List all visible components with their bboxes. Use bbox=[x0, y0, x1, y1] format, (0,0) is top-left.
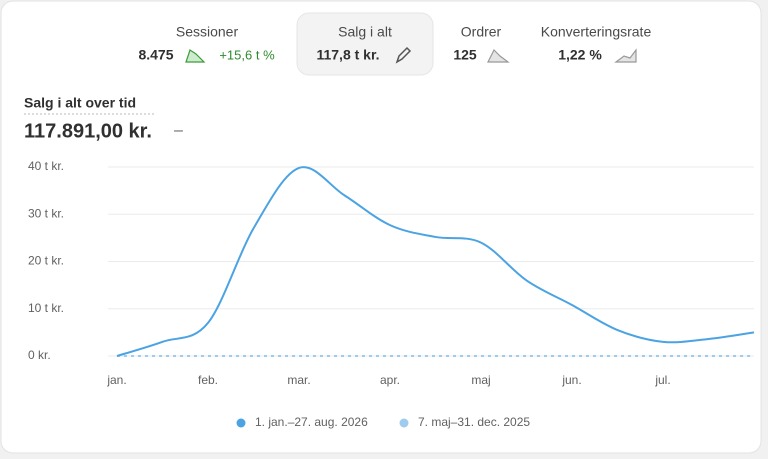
y-tick-label: 30 t kr. bbox=[28, 206, 64, 220]
legend-label[interactable]: 1. jan.–27. aug. 2026 bbox=[255, 415, 368, 429]
metric-value: 8.475 bbox=[138, 47, 173, 63]
x-tick-label: maj bbox=[471, 373, 490, 387]
metric-value: 1,22 % bbox=[558, 47, 602, 63]
legend-dot bbox=[236, 418, 246, 428]
y-tick-label: 20 t kr. bbox=[28, 254, 64, 268]
metric-change: +15,6 t % bbox=[219, 47, 275, 62]
sparkline bbox=[185, 49, 206, 63]
legend-label[interactable]: 7. maj–31. dec. 2025 bbox=[418, 415, 530, 429]
chart-title[interactable]: Salg i alt over tid bbox=[24, 95, 136, 111]
x-tick-label: jun. bbox=[561, 373, 581, 387]
metric-label[interactable]: Salg i alt bbox=[338, 24, 392, 40]
edit-icon[interactable] bbox=[395, 46, 412, 64]
legend-dot bbox=[399, 418, 409, 428]
x-tick-label: feb. bbox=[198, 373, 218, 387]
metric-label[interactable]: Ordrer bbox=[461, 24, 502, 40]
x-tick-label: mar. bbox=[287, 373, 310, 387]
x-tick-label: apr. bbox=[380, 373, 400, 387]
sparkline bbox=[487, 48, 510, 63]
x-tick-label: jan. bbox=[106, 373, 126, 387]
metric-value: 125 bbox=[453, 47, 477, 63]
series-line bbox=[116, 166, 755, 357]
metric-label[interactable]: Konverteringsrate bbox=[541, 24, 652, 40]
sparkline bbox=[614, 48, 637, 63]
y-tick-label: 0 kr. bbox=[28, 348, 51, 362]
total-change: – bbox=[174, 122, 183, 139]
metric-label[interactable]: Sessioner bbox=[176, 24, 239, 40]
selected-tab[interactable] bbox=[296, 12, 434, 76]
y-tick-label: 10 t kr. bbox=[28, 301, 64, 315]
y-tick-label: 40 t kr. bbox=[28, 159, 64, 173]
total-value: 117.891,00 kr. bbox=[24, 120, 152, 142]
x-tick-label: jul. bbox=[654, 373, 670, 387]
metric-value: 117,8 t kr. bbox=[316, 47, 379, 63]
